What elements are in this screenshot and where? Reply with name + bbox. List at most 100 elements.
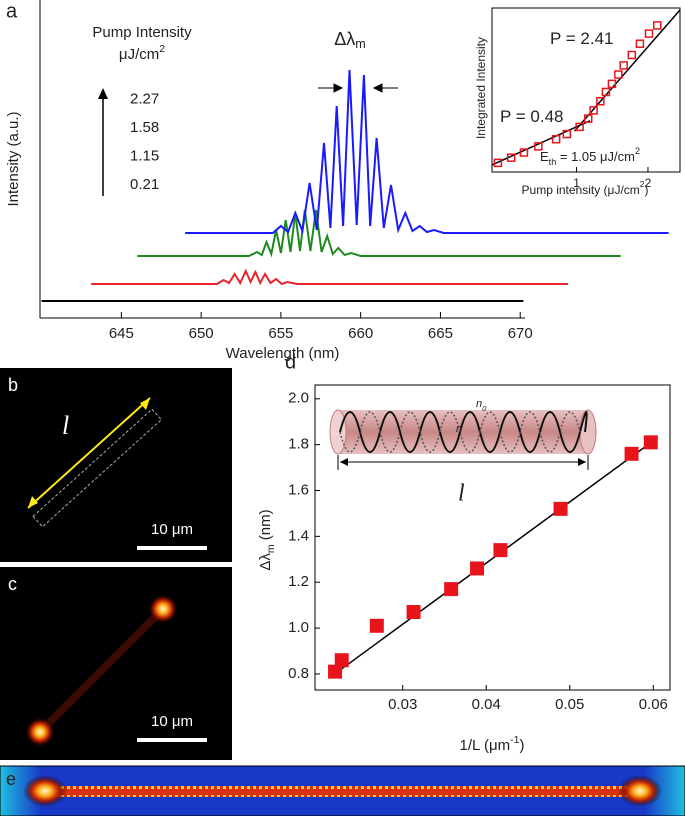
plot-frame	[314, 384, 671, 691]
point	[551, 134, 561, 144]
text-part: Pump intensity (μJ/cm	[522, 183, 640, 197]
length-label: l	[62, 411, 69, 440]
x-tick-label: 0.05	[555, 696, 584, 713]
x-tick-label: 670	[508, 325, 533, 342]
mode-wave-back	[339, 411, 581, 453]
annotation: P = 0.48	[500, 107, 564, 126]
point	[624, 446, 639, 461]
annotation-arrows	[318, 83, 398, 93]
text-part: 2	[159, 43, 165, 55]
point	[562, 129, 572, 139]
annotation: Eth = 1.05 μJ/cm2	[540, 146, 640, 167]
point	[583, 114, 593, 123]
x-tick-label: 1	[573, 176, 580, 190]
scale-bar-label: 10 μm	[151, 713, 193, 730]
point	[534, 142, 543, 151]
scale-bar-label: 10 μm	[151, 521, 193, 538]
y-axis-label: Δλm (nm)	[257, 509, 277, 570]
y-tick-label: 1.4	[288, 527, 309, 544]
cylinder-end	[329, 409, 347, 455]
text-part: )	[519, 737, 524, 754]
point	[369, 618, 384, 633]
point	[619, 61, 628, 70]
field-end	[618, 775, 662, 807]
panel-label: d	[285, 351, 296, 373]
text-part: Δλ	[257, 553, 274, 571]
x-axis-label: Pump intensity (μJ/cm2)	[522, 179, 649, 197]
y-tick-label: 0.8	[288, 665, 309, 682]
x-tick-label: 0.04	[472, 696, 501, 713]
y-axis-label: Intensity (a.u.)	[5, 111, 22, 206]
point	[506, 153, 516, 162]
y-tick-label: 1.2	[288, 573, 309, 590]
y-tick-label: 2.0	[288, 390, 309, 407]
panel-label: c	[8, 574, 17, 594]
length-label: l	[458, 481, 465, 507]
plot-frame	[491, 7, 681, 173]
scale-bar	[137, 546, 207, 550]
mode-field	[55, 786, 630, 797]
point	[601, 87, 611, 97]
point	[493, 543, 508, 558]
micrograph-b	[0, 368, 232, 562]
point	[614, 70, 623, 79]
point	[444, 582, 459, 597]
spectrum-line	[137, 209, 621, 258]
point	[653, 21, 662, 30]
text-part: P = 0.48	[500, 107, 564, 126]
field-end	[23, 775, 67, 807]
text-part: 2	[640, 179, 645, 189]
point	[328, 664, 343, 679]
text-part: m	[265, 544, 277, 553]
point	[596, 96, 605, 106]
text-part: Δλ	[334, 29, 355, 49]
text-part: (nm)	[257, 509, 274, 544]
point	[644, 29, 654, 38]
text-part: n	[476, 398, 482, 410]
x-tick-label: 0.03	[388, 696, 417, 713]
x-axis-label: Wavelength (nm)	[226, 345, 340, 362]
text-part: E	[540, 149, 549, 164]
length-arrow	[27, 397, 151, 509]
legend-unit: μJ/cm2	[119, 43, 165, 63]
legend-entry: 0.21	[130, 176, 159, 193]
point	[470, 561, 485, 576]
text-part: 2	[635, 146, 640, 156]
text-part: 1/L (μm	[460, 737, 511, 754]
point	[519, 148, 529, 157]
text-part: Integrated Intensity	[474, 37, 488, 139]
x-tick-label: 0.06	[639, 696, 668, 713]
text-part: th	[549, 157, 557, 167]
text-part: n	[456, 423, 462, 435]
panel-label: e	[6, 769, 16, 789]
rod-faint	[39, 607, 165, 733]
index-label: n	[456, 423, 462, 435]
point	[607, 79, 617, 89]
text-part: μJ/cm	[119, 46, 159, 63]
panel-label: b	[8, 375, 18, 395]
x-tick-label: 665	[428, 325, 453, 342]
text-part: 0	[482, 404, 487, 413]
x-axis-label: 1/L (μm-1)	[460, 734, 525, 754]
text-part: = 1.05 μJ/cm	[556, 149, 635, 164]
annotation: Δλm	[334, 29, 366, 52]
rod-dashed	[32, 408, 163, 528]
point	[334, 653, 349, 668]
cylinder-end	[579, 409, 597, 455]
text-part: )	[644, 183, 648, 197]
scale-bar	[137, 738, 207, 742]
legend-entry: 2.27	[130, 90, 159, 107]
point	[627, 50, 637, 60]
y-tick-label: 1.8	[288, 436, 309, 453]
legend-entry: 1.58	[130, 119, 159, 136]
spectrum-line	[91, 268, 569, 286]
legend-entry: 1.15	[130, 147, 159, 164]
index-label: n0	[476, 398, 487, 413]
fit-line	[573, 9, 681, 132]
text-part: -1	[510, 734, 519, 746]
point	[493, 158, 503, 168]
text-part: m	[355, 37, 366, 51]
y-tick-label: 1.6	[288, 481, 309, 498]
emission-spot	[25, 717, 55, 747]
